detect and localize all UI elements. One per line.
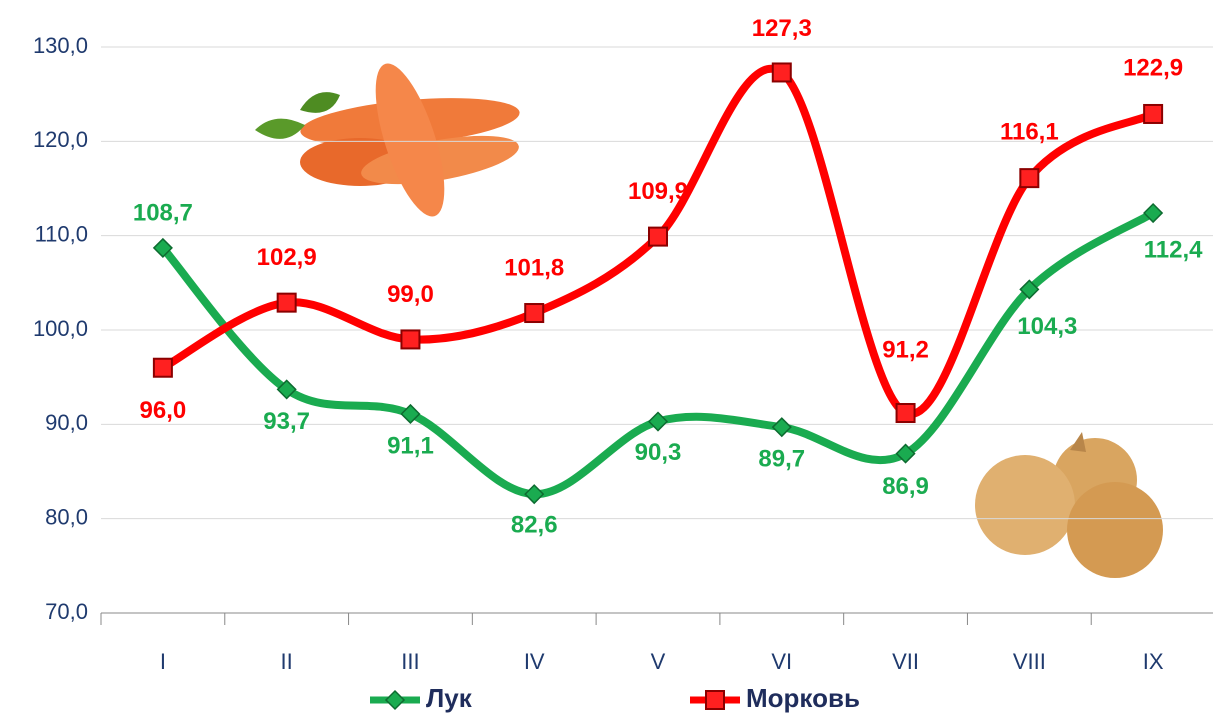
- data-label: 93,7: [263, 408, 310, 435]
- data-label: 91,1: [387, 432, 434, 459]
- marker: [1019, 279, 1040, 300]
- data-label: 89,7: [758, 446, 805, 473]
- marker: [276, 292, 297, 313]
- data-label: 86,9: [882, 473, 929, 500]
- legend-label: Морковь: [746, 683, 860, 713]
- marker: [771, 417, 792, 438]
- y-tick-label: 70,0: [45, 599, 88, 624]
- data-label: 122,9: [1123, 54, 1183, 81]
- y-tick-label: 120,0: [33, 127, 88, 152]
- marker: [1143, 103, 1164, 124]
- y-tick-label: 130,0: [33, 33, 88, 58]
- data-label: 102,9: [257, 244, 317, 271]
- data-label: 90,3: [635, 439, 682, 466]
- x-tick-label: IV: [524, 649, 545, 674]
- data-label: 91,2: [882, 336, 929, 363]
- marker: [895, 443, 916, 464]
- marker: [895, 403, 916, 424]
- y-tick-label: 110,0: [35, 221, 88, 246]
- data-label: 109,9: [628, 178, 688, 205]
- legend-label: Лук: [426, 683, 473, 713]
- x-tick-label: VII: [892, 649, 919, 674]
- marker: [524, 303, 545, 324]
- marker: [276, 379, 297, 400]
- marker: [1143, 202, 1164, 224]
- x-tick-label: II: [281, 649, 293, 674]
- legend-marker: [384, 689, 406, 711]
- x-tick-label: VI: [771, 649, 792, 674]
- marker: [771, 62, 792, 83]
- x-tick-label: I: [160, 649, 166, 674]
- data-label: 99,0: [387, 281, 434, 308]
- marker: [400, 403, 421, 425]
- marker: [152, 357, 173, 378]
- marker: [647, 411, 669, 432]
- marker: [524, 484, 545, 505]
- marker: [152, 237, 173, 258]
- series-line: [158, 65, 1158, 418]
- carrot-illustration: [255, 63, 520, 217]
- x-tick-label: V: [651, 649, 666, 674]
- data-label: 108,7: [133, 199, 193, 226]
- data-label: 104,3: [1017, 313, 1077, 340]
- x-tick-label: IX: [1143, 649, 1164, 674]
- marker: [1019, 168, 1040, 189]
- data-label: 82,6: [511, 511, 558, 538]
- data-label: 116,1: [1000, 118, 1059, 145]
- y-tick-label: 80,0: [45, 504, 88, 529]
- x-tick-label: VIII: [1013, 649, 1046, 674]
- x-tick-label: III: [401, 649, 419, 674]
- legend-marker: [705, 690, 725, 710]
- y-tick-label: 90,0: [45, 410, 88, 435]
- marker: [400, 329, 421, 350]
- marker: [648, 226, 668, 247]
- data-label: 96,0: [140, 397, 187, 424]
- y-tick-label: 100,0: [33, 316, 88, 341]
- onion-illustration: [975, 432, 1163, 578]
- data-label: 101,8: [504, 254, 564, 281]
- data-label: 112,4: [1144, 236, 1203, 263]
- data-label: 127,3: [752, 15, 812, 42]
